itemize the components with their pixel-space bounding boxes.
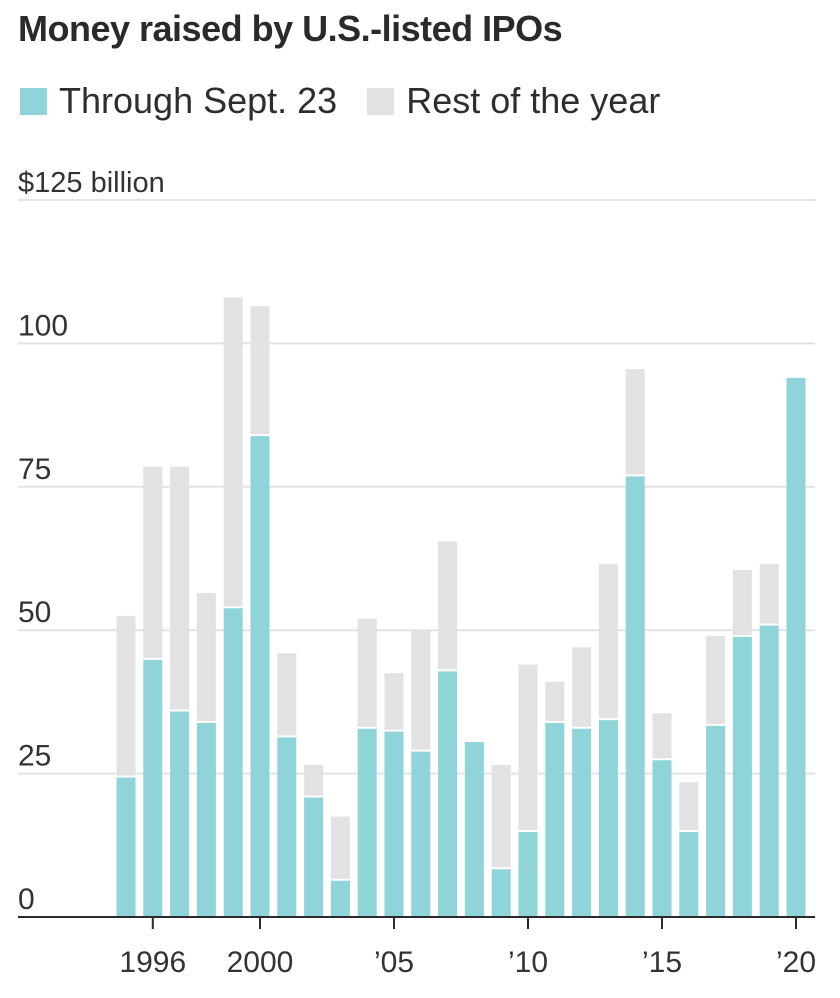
- bar-through-sept-2016: [679, 830, 699, 917]
- bar-rest-of-year-1999: [223, 297, 243, 608]
- bar-through-sept-2020: [786, 377, 806, 917]
- chart-title: Money raised by U.S.-listed IPOs: [18, 8, 563, 49]
- bar-rest-of-year-2011: [545, 681, 565, 722]
- bar-rest-of-year-2000: [250, 306, 270, 436]
- bar-rest-of-year-1997: [170, 466, 190, 711]
- bar-through-sept-2004: [357, 727, 377, 917]
- y-tick-label-25: 25: [18, 740, 51, 773]
- bar-rest-of-year-2015: [652, 713, 672, 760]
- bar-rest-of-year-2009: [491, 764, 511, 869]
- bar-through-sept-2007: [438, 670, 458, 917]
- legend-item-rest-of-year: Rest of the year: [367, 80, 660, 122]
- bar-rest-of-year-1995: [116, 615, 136, 777]
- bar-rest-of-year-2014: [625, 369, 645, 476]
- bar-through-sept-2005: [384, 730, 404, 917]
- bar-rest-of-year-2013: [598, 564, 618, 720]
- bar-through-sept-2013: [598, 719, 618, 917]
- y-tick-label-75: 75: [18, 453, 51, 486]
- y-tick-label-125: $125 billion: [18, 167, 165, 199]
- legend-swatch-through-sept: [20, 87, 47, 115]
- x-tick-label-2015: ’15: [642, 946, 682, 979]
- bar-through-sept-1995: [116, 776, 136, 917]
- bar-through-sept-2006: [411, 750, 431, 917]
- y-tick-labels: 0 25 50 75 100 $125 billion: [18, 167, 165, 916]
- bar-through-sept-2002: [304, 796, 324, 917]
- bar-through-sept-1996: [143, 658, 163, 917]
- bar-rest-of-year-2016: [679, 782, 699, 831]
- bar-through-sept-2009: [491, 868, 511, 917]
- bar-through-sept-2019: [759, 624, 779, 917]
- bar-rest-of-year-2018: [732, 569, 752, 636]
- x-tick-label-1996: 1996: [119, 946, 186, 979]
- y-tick-label-100: 100: [18, 309, 68, 342]
- bar-rest-of-year-1996: [143, 466, 163, 659]
- bar-rest-of-year-2001: [277, 653, 297, 737]
- bars: [116, 297, 806, 917]
- bar-through-sept-1997: [170, 710, 190, 917]
- bar-through-sept-2001: [277, 736, 297, 917]
- y-tick-label-0: 0: [18, 883, 35, 916]
- legend-label-through-sept: Through Sept. 23: [59, 80, 338, 121]
- x-tick-label-2020: ’20: [776, 946, 816, 979]
- bar-through-sept-2014: [625, 475, 645, 917]
- x-tick-label-2005: ’05: [374, 946, 414, 979]
- x-tick-labels: 1996 2000 ’05 ’10 ’15 ’20: [119, 917, 816, 979]
- legend-swatch-rest-of-year: [367, 87, 395, 115]
- bar-rest-of-year-2002: [304, 764, 324, 797]
- bar-rest-of-year-2006: [411, 630, 431, 751]
- legend-label-rest-of-year: Rest of the year: [406, 80, 661, 121]
- bar-through-sept-2003: [330, 879, 350, 917]
- bar-through-sept-2012: [572, 727, 592, 917]
- y-tick-label-50: 50: [18, 596, 51, 629]
- bar-through-sept-2017: [706, 724, 726, 917]
- bar-rest-of-year-2007: [438, 541, 458, 671]
- legend: Through Sept. 23 Rest of the year: [20, 80, 690, 122]
- bar-rest-of-year-2004: [357, 618, 377, 728]
- bar-rest-of-year-2003: [330, 816, 350, 880]
- bar-through-sept-2018: [732, 635, 752, 917]
- bar-through-sept-2000: [250, 435, 270, 917]
- bar-rest-of-year-2012: [572, 647, 592, 728]
- x-tick-label-2010: ’10: [508, 946, 548, 979]
- bar-through-sept-2015: [652, 759, 672, 917]
- bar-through-sept-2010: [518, 830, 538, 917]
- bar-through-sept-2011: [545, 721, 565, 917]
- legend-item-through-sept: Through Sept. 23: [20, 80, 337, 122]
- bar-rest-of-year-2017: [706, 635, 726, 725]
- bar-through-sept-1999: [223, 607, 243, 917]
- bar-rest-of-year-2019: [759, 564, 779, 625]
- bar-through-sept-2008: [464, 742, 484, 917]
- bar-rest-of-year-1998: [196, 592, 216, 722]
- bar-rest-of-year-2010: [518, 664, 538, 831]
- bar-through-sept-1998: [196, 721, 216, 917]
- x-tick-label-2000: 2000: [227, 946, 294, 979]
- bar-rest-of-year-2005: [384, 673, 404, 731]
